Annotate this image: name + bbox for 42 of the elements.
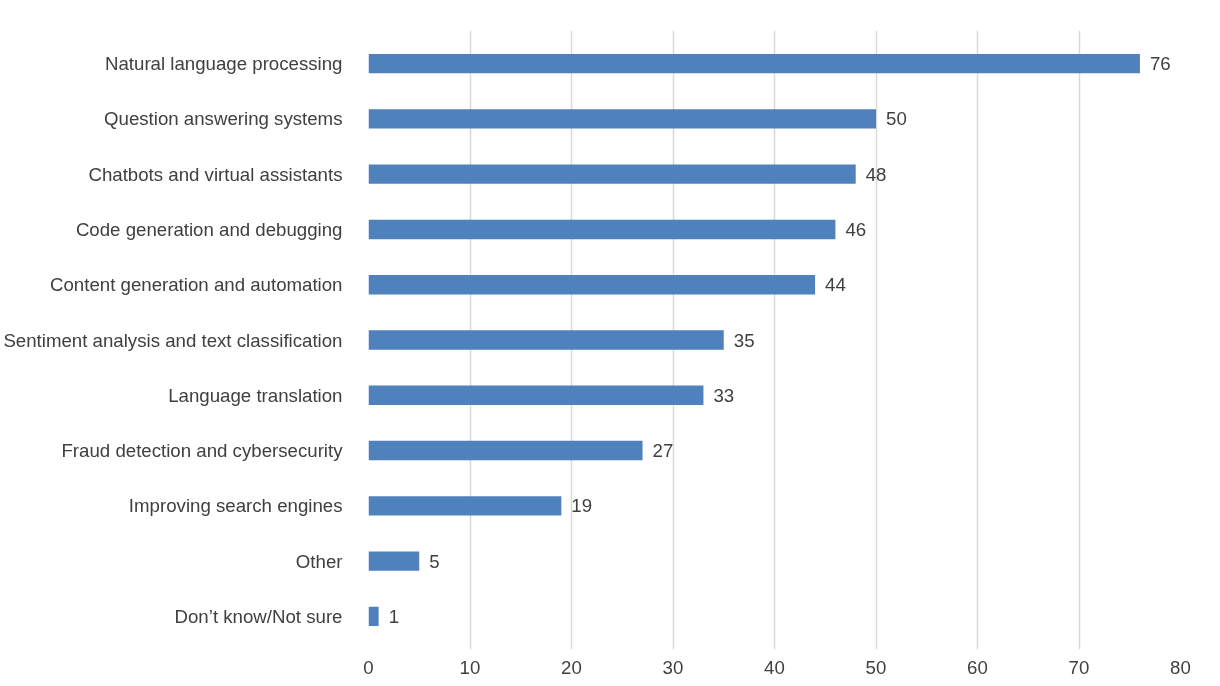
x-tick-label: 0 (363, 656, 374, 678)
bar (368, 496, 562, 516)
data-label: 46 (845, 218, 867, 240)
bar (368, 219, 836, 240)
data-label: 44 (825, 274, 846, 296)
y-tick-label: Code generation and debugging (75, 218, 343, 240)
y-tick-label: Improving search engines (128, 495, 343, 517)
data-label: 76 (1149, 53, 1171, 75)
data-label: 35 (733, 329, 755, 351)
data-label: 1 (388, 605, 400, 627)
x-tick-label: 30 (662, 656, 684, 678)
y-tick-label: Question answering systems (104, 108, 343, 130)
bar (368, 275, 816, 295)
x-tick-label: 40 (764, 656, 785, 678)
bar (368, 551, 420, 571)
y-tick-label: Sentiment analysis and text classification (3, 329, 343, 351)
data-label: 27 (652, 440, 674, 462)
data-label: 5 (429, 550, 440, 572)
data-label: 48 (865, 163, 887, 185)
x-tick-label: 80 (1170, 656, 1191, 678)
bar (368, 53, 1140, 74)
y-tick-label: Other (295, 550, 343, 572)
bar (368, 330, 724, 350)
data-label: 19 (571, 495, 593, 517)
bar (368, 109, 876, 129)
bar (368, 385, 704, 405)
y-tick-label: Chatbots and virtual assistants (88, 163, 343, 185)
y-tick-label: Content generation and automation (50, 274, 343, 296)
x-tick-label: 20 (561, 656, 582, 678)
bar (368, 164, 856, 184)
y-tick-label: Don’t know/Not sure (174, 605, 343, 627)
x-tick-label: 60 (967, 656, 988, 678)
data-label: 50 (886, 108, 907, 130)
bar (368, 440, 643, 461)
y-tick-label: Language translation (168, 384, 343, 406)
bar (368, 606, 379, 627)
data-label: 33 (713, 384, 735, 406)
x-tick-label: 10 (459, 656, 481, 678)
x-tick-label: 70 (1068, 656, 1090, 678)
y-tick-label: Natural language processing (105, 53, 343, 75)
y-tick-label: Fraud detection and cybersecurity (61, 440, 344, 462)
x-tick-label: 50 (865, 656, 887, 678)
